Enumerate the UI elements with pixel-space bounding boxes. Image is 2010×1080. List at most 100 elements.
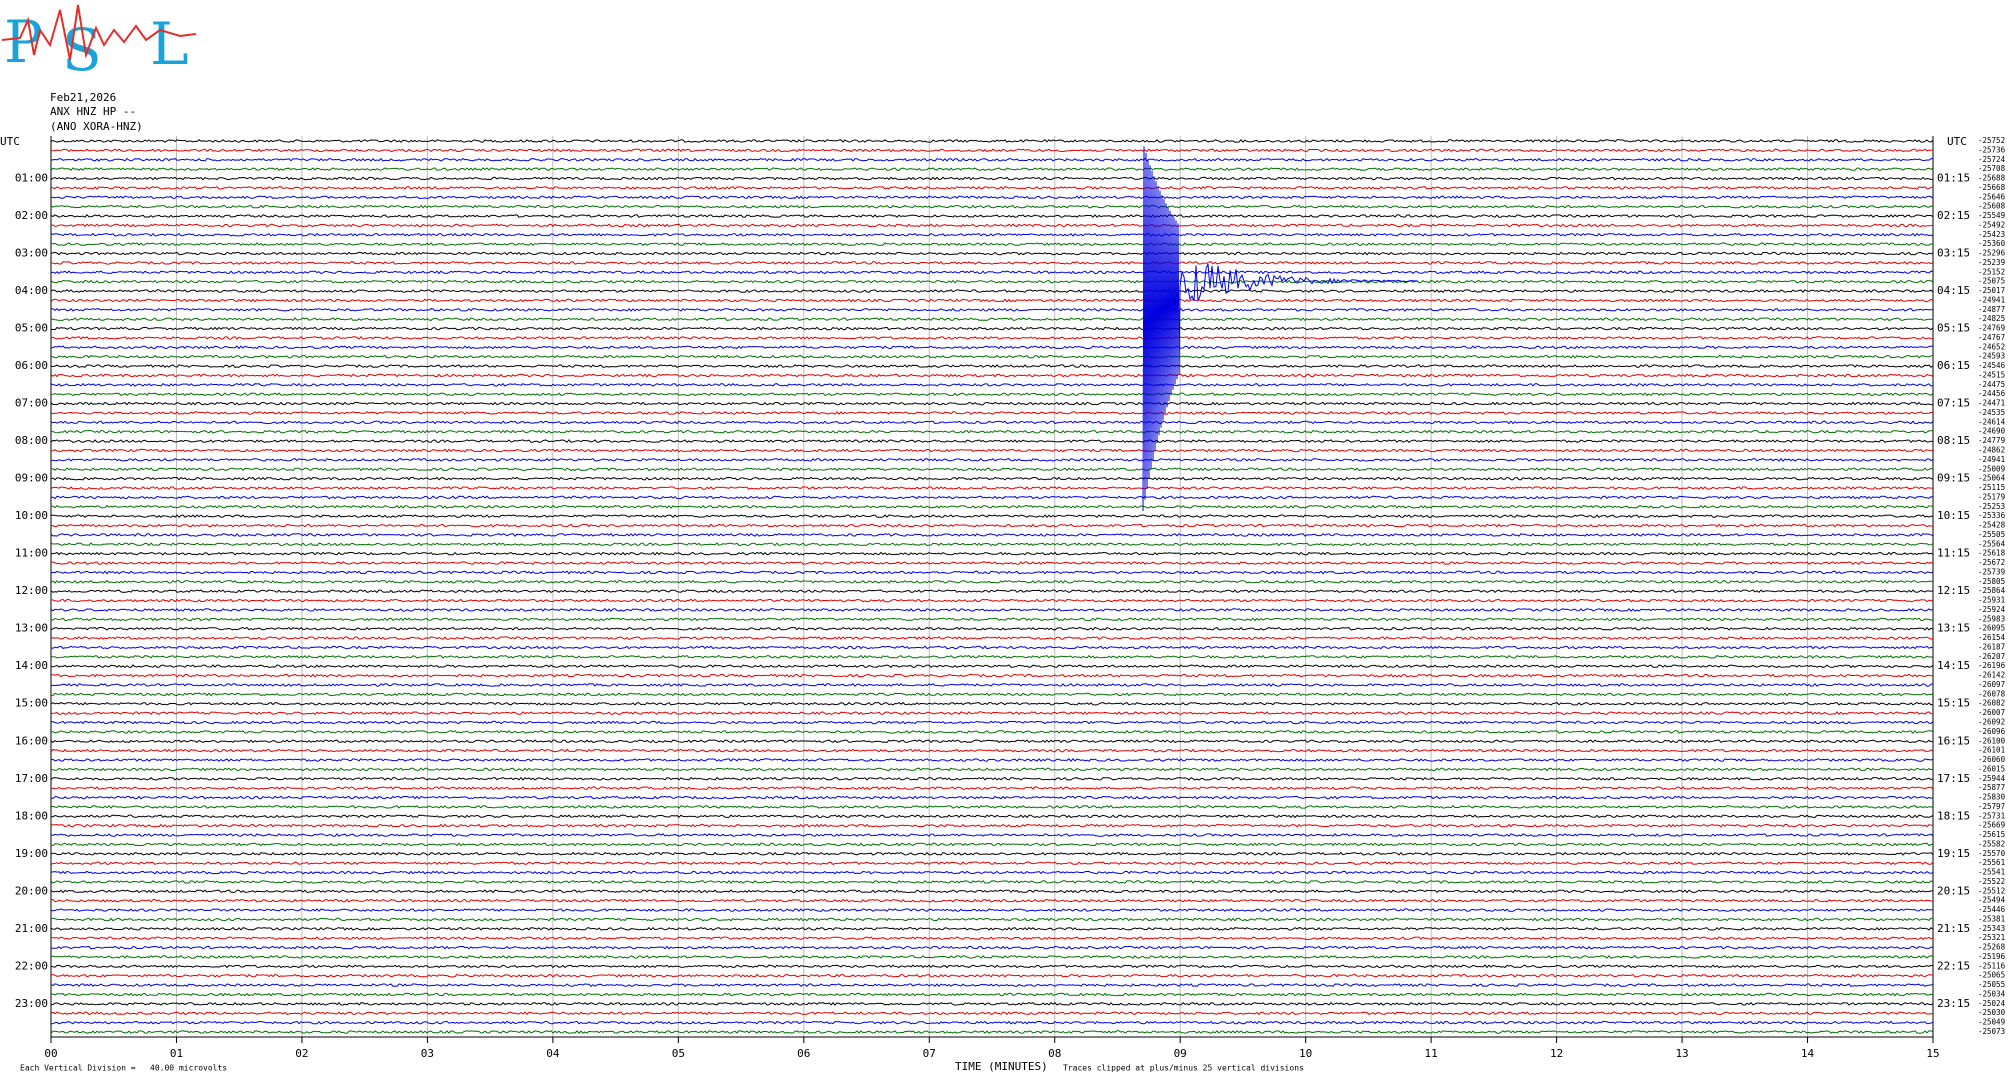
x-tick-label: 12 [1550, 1047, 1563, 1060]
hour-label: 22:15 [1937, 959, 1970, 972]
trace [50, 805, 1934, 809]
hour-label: 12:00 [15, 584, 48, 597]
trace-offset: -25073 [1978, 1027, 2005, 1036]
x-tick-label: 07 [923, 1047, 936, 1060]
trace [50, 673, 1934, 678]
trace [50, 261, 1934, 265]
x-tick-label: 15 [1926, 1047, 1939, 1060]
trace [50, 251, 1934, 256]
x-tick-label: 05 [672, 1047, 685, 1060]
trace [50, 411, 1934, 415]
trace-offset: -25669 [1978, 821, 2005, 830]
network: (ANO XORA-HNZ) [50, 120, 143, 133]
hour-label: 10:00 [15, 509, 48, 522]
trace-offset: -25494 [1978, 896, 2006, 905]
trace-offset: -26082 [1978, 699, 2005, 708]
trace-offset: -25924 [1978, 605, 2006, 614]
trace-offset: -25944 [1978, 774, 2006, 783]
trace [50, 486, 1934, 490]
trace-offset: -25739 [1978, 567, 2005, 576]
trace [50, 654, 1934, 659]
trace [50, 307, 1934, 312]
trace [50, 542, 1934, 547]
station: ANX HNZ HP -- [50, 105, 136, 118]
x-tick-label: 01 [170, 1047, 183, 1060]
trace [50, 167, 1934, 171]
trace-offset: -25017 [1978, 286, 2005, 295]
trace [50, 767, 1934, 772]
logo-letter: L [150, 10, 189, 78]
trace [50, 739, 1934, 744]
hour-label: 04:00 [15, 284, 48, 297]
trace-offset: -25608 [1978, 202, 2006, 211]
trace [50, 523, 1934, 528]
trace [50, 833, 1934, 837]
trace-offset: -25505 [1978, 530, 2005, 539]
trace [50, 898, 1934, 903]
hour-label: 09:00 [15, 472, 48, 485]
trace [50, 148, 1934, 153]
event-trace [1142, 146, 1419, 512]
trace-offset: -24652 [1978, 342, 2005, 351]
x-tick-label: 14 [1801, 1047, 1815, 1060]
trace [50, 814, 1934, 819]
trace-offset: -25752 [1978, 136, 2005, 145]
trace [50, 382, 1934, 387]
trace [50, 936, 1934, 941]
x-tick-label: 11 [1425, 1047, 1438, 1060]
trace [50, 326, 1934, 331]
trace [50, 185, 1934, 190]
trace-offset: -25736 [1978, 145, 2006, 154]
trace-offset: -25009 [1978, 464, 2005, 473]
trace-offset: -26015 [1978, 764, 2005, 773]
trace [50, 598, 1934, 603]
trace [50, 345, 1934, 350]
hour-label: 07:00 [15, 397, 48, 410]
trace-offset: -25360 [1978, 239, 2006, 248]
trace-offset: -25030 [1978, 1008, 2006, 1017]
x-tick-label: 00 [44, 1047, 57, 1060]
trace [50, 157, 1934, 162]
trace [50, 626, 1934, 631]
trace [50, 373, 1934, 378]
left-axis-title: UTC [0, 135, 20, 148]
trace-offset: -25672 [1978, 558, 2005, 567]
trace-offset: -25065 [1978, 971, 2005, 980]
trace [50, 692, 1934, 697]
trace-offset: -25646 [1978, 192, 2006, 201]
trace [50, 504, 1934, 509]
trace [50, 861, 1934, 866]
trace-offset: -25797 [1978, 802, 2005, 811]
trace-offset: -25115 [1978, 483, 2005, 492]
trace-offset: -25561 [1978, 858, 2005, 867]
right-axis-title: UTC [1947, 135, 1967, 148]
trace [50, 851, 1934, 856]
hour-label: 15:15 [1937, 697, 1970, 710]
hour-label: 11:15 [1937, 547, 1970, 560]
trace-offset: -25268 [1978, 943, 2006, 952]
hour-label: 11:00 [15, 547, 48, 560]
trace [50, 579, 1934, 584]
trace [50, 176, 1934, 181]
hour-label: 03:00 [15, 247, 48, 260]
x-tick-label: 02 [295, 1047, 308, 1060]
x-tick-label: 10 [1299, 1047, 1312, 1060]
trace [50, 636, 1934, 640]
trace-offset: -25983 [1978, 614, 2005, 623]
trace-offset: -25321 [1978, 933, 2005, 942]
trace-offset: -25541 [1978, 868, 2005, 877]
clip-note: Traces clipped at plus/minus 25 vertical… [1063, 1064, 1304, 1073]
hour-label: 05:00 [15, 322, 48, 335]
trace-offset: -24475 [1978, 380, 2005, 389]
trace-offset: -24690 [1978, 427, 2006, 436]
trace-offset: -24546 [1978, 361, 2006, 370]
hour-label: 20:15 [1937, 884, 1970, 897]
trace-offset: -26207 [1978, 652, 2005, 661]
trace-offset: -25075 [1978, 277, 2005, 286]
trace-offset: -25446 [1978, 905, 2006, 914]
trace-offset: -26096 [1978, 727, 2006, 736]
hour-label: 21:00 [15, 922, 48, 935]
trace-offset: -25724 [1978, 155, 2006, 164]
hour-label: 17:00 [15, 772, 48, 785]
trace-offset: -24779 [1978, 436, 2005, 445]
